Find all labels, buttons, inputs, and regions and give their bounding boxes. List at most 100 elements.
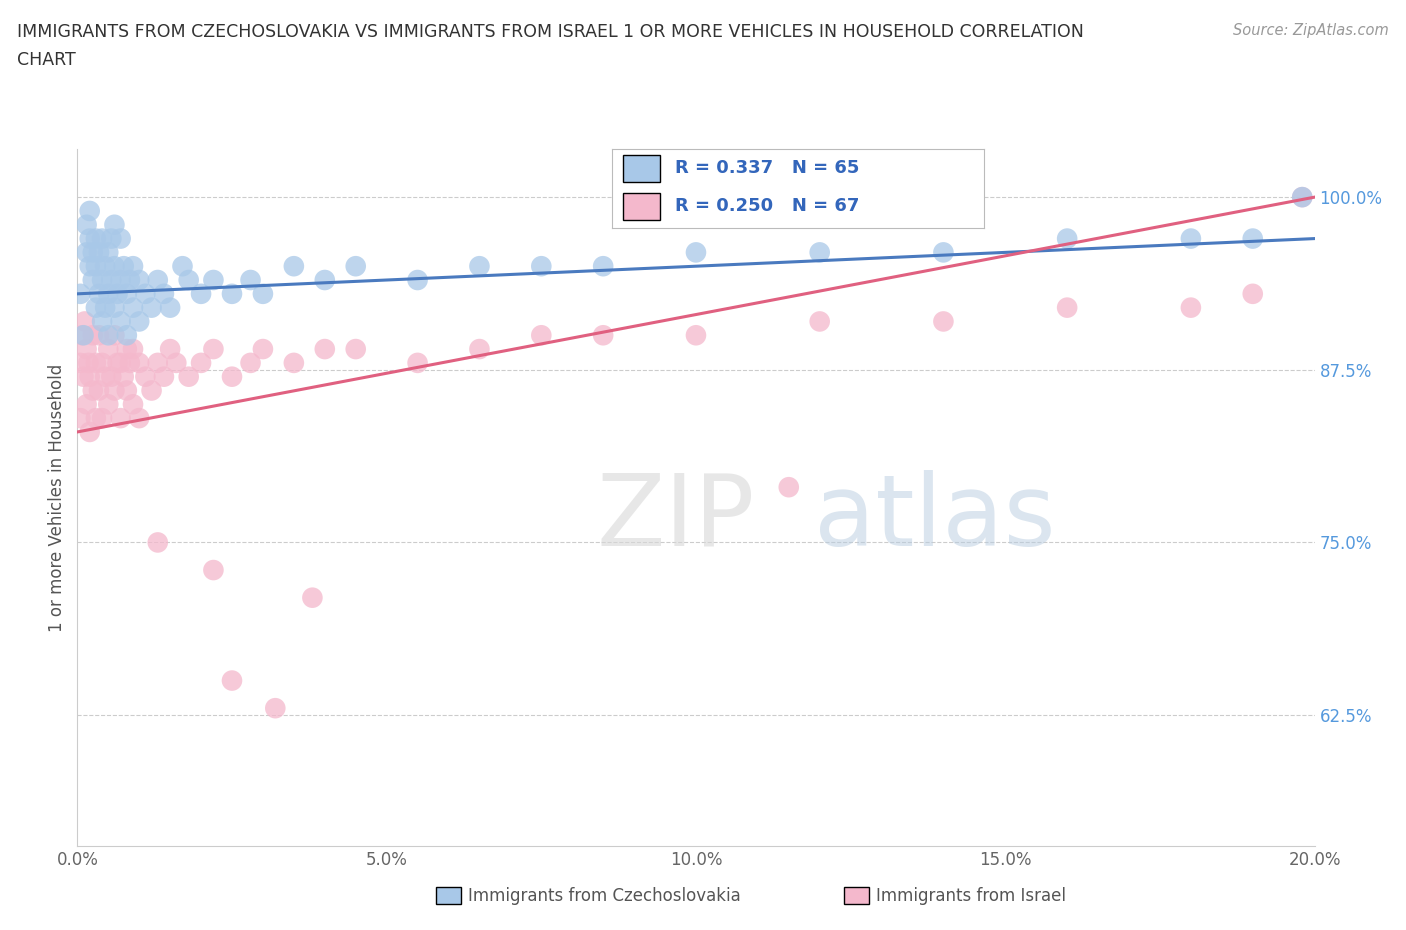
Point xyxy=(314,341,336,356)
Point xyxy=(97,327,120,342)
Point xyxy=(592,259,614,273)
Point xyxy=(1180,232,1202,246)
Point xyxy=(84,259,107,273)
Point xyxy=(110,355,132,370)
Point xyxy=(91,232,114,246)
Point xyxy=(932,245,955,259)
Point xyxy=(97,286,120,301)
Point xyxy=(592,327,614,342)
Point xyxy=(82,327,104,342)
Point xyxy=(685,327,707,342)
Point xyxy=(314,272,336,287)
Point xyxy=(190,286,212,301)
Point xyxy=(122,300,145,315)
Point xyxy=(84,300,107,315)
FancyBboxPatch shape xyxy=(623,193,659,220)
Point xyxy=(76,341,98,356)
Point xyxy=(122,259,145,273)
Point xyxy=(79,259,101,273)
Point xyxy=(97,397,120,412)
Point xyxy=(202,341,225,356)
Y-axis label: 1 or more Vehicles in Household: 1 or more Vehicles in Household xyxy=(48,364,66,631)
Point xyxy=(103,327,125,342)
Point xyxy=(134,369,156,384)
Point xyxy=(153,369,176,384)
Text: atlas: atlas xyxy=(814,470,1054,567)
Point xyxy=(115,341,138,356)
Point xyxy=(79,424,101,439)
Point xyxy=(177,272,200,287)
Point xyxy=(808,245,831,259)
Point xyxy=(344,341,367,356)
Point xyxy=(301,591,323,605)
Point xyxy=(100,232,122,246)
Point xyxy=(141,383,163,398)
Text: IMMIGRANTS FROM CZECHOSLOVAKIA VS IMMIGRANTS FROM ISRAEL 1 OR MORE VEHICLES IN H: IMMIGRANTS FROM CZECHOSLOVAKIA VS IMMIGR… xyxy=(17,23,1084,41)
Point xyxy=(69,355,91,370)
FancyBboxPatch shape xyxy=(623,155,659,182)
Point xyxy=(91,314,114,329)
Point xyxy=(112,259,135,273)
Point xyxy=(87,383,110,398)
Point xyxy=(221,673,243,688)
Point xyxy=(110,314,132,329)
Point xyxy=(103,300,125,315)
Point xyxy=(76,397,98,412)
Point xyxy=(159,300,181,315)
Point xyxy=(1291,190,1313,205)
Point xyxy=(73,314,96,329)
Point xyxy=(79,232,101,246)
Point xyxy=(153,286,176,301)
Point xyxy=(283,259,305,273)
Point xyxy=(221,369,243,384)
Point xyxy=(107,355,129,370)
Point xyxy=(94,300,117,315)
Point xyxy=(72,327,94,342)
Point xyxy=(530,327,553,342)
Point xyxy=(103,383,125,398)
Point xyxy=(146,272,169,287)
Point xyxy=(84,232,107,246)
Point xyxy=(107,286,129,301)
Point xyxy=(84,411,107,426)
Point xyxy=(1056,300,1078,315)
Point xyxy=(932,314,955,329)
Text: Immigrants from Israel: Immigrants from Israel xyxy=(876,886,1066,905)
Point xyxy=(252,341,274,356)
Point xyxy=(82,272,104,287)
Point xyxy=(91,272,114,287)
Point xyxy=(165,355,187,370)
Point xyxy=(283,355,305,370)
Point xyxy=(115,286,138,301)
Point xyxy=(84,355,107,370)
Point xyxy=(122,341,145,356)
Point xyxy=(69,411,91,426)
Point xyxy=(110,232,132,246)
Point xyxy=(122,397,145,412)
Point xyxy=(82,383,104,398)
Point xyxy=(1291,190,1313,205)
Point xyxy=(1180,300,1202,315)
Point xyxy=(221,286,243,301)
Point xyxy=(76,245,98,259)
Point xyxy=(344,259,367,273)
Point xyxy=(118,355,141,370)
Point xyxy=(103,218,125,232)
Point xyxy=(141,300,163,315)
Point xyxy=(115,327,138,342)
Point xyxy=(69,286,91,301)
Point xyxy=(97,341,120,356)
Text: CHART: CHART xyxy=(17,51,76,69)
Point xyxy=(128,314,150,329)
Text: R = 0.337   N = 65: R = 0.337 N = 65 xyxy=(675,159,859,177)
Point xyxy=(146,535,169,550)
Point xyxy=(128,411,150,426)
Point xyxy=(177,369,200,384)
Point xyxy=(202,272,225,287)
Point xyxy=(103,259,125,273)
Point xyxy=(82,245,104,259)
Point xyxy=(91,411,114,426)
Point xyxy=(134,286,156,301)
Point xyxy=(406,272,429,287)
Point xyxy=(87,245,110,259)
